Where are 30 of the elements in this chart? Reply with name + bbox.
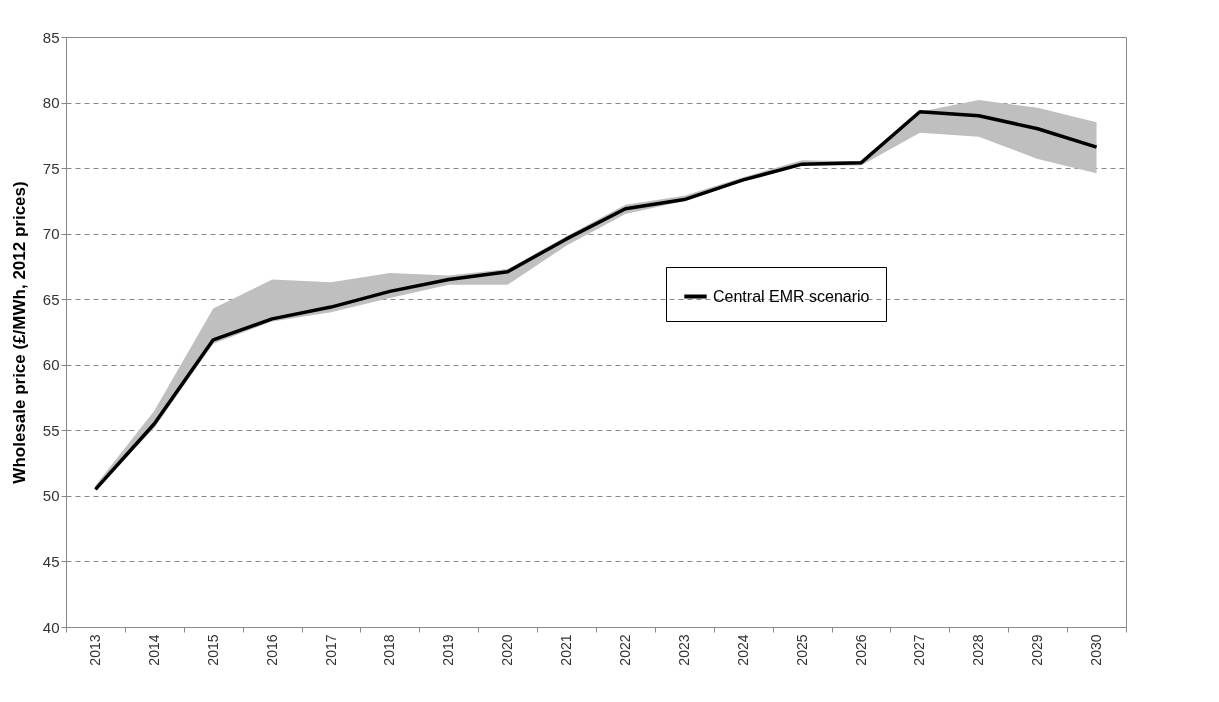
x-tick-label: 2030: [1088, 634, 1105, 666]
y-tick-label: 65: [42, 290, 60, 308]
x-tick-label: 2023: [675, 634, 692, 666]
x-tick-label: 2016: [263, 634, 280, 666]
y-tick-label: 75: [42, 159, 60, 177]
x-tick-label: 2027: [911, 634, 928, 666]
y-tick-label: 85: [42, 28, 60, 46]
y-axis-title: Wholesale price (£/MWh, 2012 prices): [9, 181, 29, 484]
y-tick-label: 60: [42, 356, 60, 374]
x-tick-label: 2017: [322, 634, 339, 666]
legend-label: Central EMR scenario: [713, 287, 870, 305]
y-tick-label: 70: [42, 225, 60, 243]
y-tick-label: 40: [42, 618, 60, 636]
x-tick-label: 2018: [381, 634, 398, 666]
x-tick-label: 2015: [204, 634, 221, 666]
x-tick-label: 2026: [852, 634, 869, 666]
x-tick-label: 2024: [734, 634, 751, 666]
x-tick-label: 2014: [145, 634, 162, 666]
x-tick-label: 2022: [616, 634, 633, 666]
x-tick-label: 2020: [499, 634, 516, 666]
x-tick-label: 2021: [558, 634, 575, 666]
y-tick-label: 45: [42, 552, 60, 570]
x-tick-label: 2029: [1029, 634, 1046, 666]
x-tick-label: 2013: [86, 634, 103, 666]
x-tick-label: 2025: [793, 634, 810, 666]
y-tick-label: 80: [42, 94, 60, 112]
y-tick-label: 50: [42, 487, 60, 505]
x-tick-label: 2028: [970, 634, 987, 666]
y-tick-label: 55: [42, 421, 60, 439]
x-tick-label: 2019: [440, 634, 457, 666]
